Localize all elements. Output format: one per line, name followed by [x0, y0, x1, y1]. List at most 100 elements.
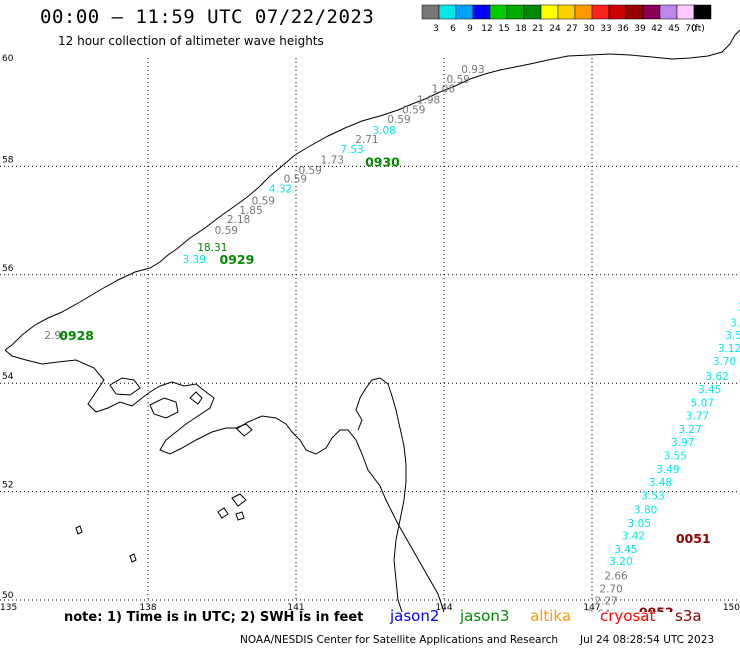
colorbar-label: 6	[450, 24, 456, 34]
legend-jason2: jason2	[390, 607, 440, 625]
map-title: 00:00 – 11:59 UTC 07/22/2023	[40, 6, 375, 28]
lat-tick-label: 58	[2, 155, 14, 165]
wave-height-value: 3.45	[698, 384, 721, 396]
wave-height-value: 0.59	[298, 165, 321, 177]
colorbar-label: 36	[617, 24, 629, 34]
pass-time-label: 0929	[220, 252, 255, 267]
lat-tick-label: 60	[2, 54, 14, 64]
legend-altika: altika	[530, 607, 572, 625]
wave-height-value: 3.39	[183, 254, 206, 266]
wave-height-value: 0.59	[252, 195, 275, 207]
legend-cryosat: cryosat	[600, 607, 656, 625]
colorbar-label: 39	[634, 24, 646, 34]
colorbar-label: 3	[433, 24, 439, 34]
island-shantar-2	[149, 397, 179, 419]
credit-line: NOAA/NESDIS Center for Satellite Applica…	[240, 634, 558, 646]
graticule	[0, 58, 740, 601]
wave-height-value: 0.93	[461, 64, 484, 76]
wave-height-value: 0.59	[215, 225, 238, 237]
coastline-mainland-north	[4, 29, 740, 351]
wave-height-value: 3.77	[686, 411, 709, 423]
wave-height-value: 2.64	[587, 608, 611, 612]
coastline-sakhalin-west	[355, 387, 367, 431]
pass-time-label: 0928	[59, 328, 94, 343]
lon-tick-label: 144	[435, 603, 452, 612]
wave-height-value: 1.98	[417, 95, 440, 107]
colorbar-swatch	[693, 4, 712, 20]
island-small-4	[235, 511, 245, 521]
wave-height-value: 7.53	[340, 144, 363, 156]
wave-height-value: 1.73	[321, 155, 344, 167]
wave-height-value: 3.12	[718, 343, 740, 355]
wave-height-value: 3.08	[372, 125, 395, 137]
island-small-6	[129, 553, 137, 563]
wave-height-value: 3.53	[641, 491, 664, 503]
legend-jason3: jason3	[460, 607, 510, 625]
wave-height-value: 3.05	[628, 518, 651, 530]
wave-height-value: 3.45	[614, 544, 637, 556]
pass-time-label: 0930	[365, 154, 400, 169]
wave-height-value: 3.55	[664, 451, 687, 463]
wave-height-value: 0.59	[402, 104, 425, 116]
wave-height-value: 3.42	[622, 530, 645, 542]
wave-height-value: 1.85	[239, 205, 262, 217]
wave-height-value: 3.57	[725, 330, 740, 342]
wave-height-value: 2.99	[44, 330, 67, 342]
coastline-mainland-west	[4, 349, 445, 612]
lat-tick-label: 52	[2, 481, 13, 491]
wave-height-value: 0.59	[446, 74, 469, 86]
coastline	[4, 29, 740, 612]
island-small-3	[217, 507, 229, 519]
wave-height-value: 1.06	[432, 84, 456, 96]
wave-height-value: 4.32	[269, 183, 292, 195]
wave-height-observations: 2.993.3918.310.592.181.850.594.320.590.5…	[44, 64, 740, 612]
colorbar-unit: (ft)	[691, 24, 705, 34]
colorbar-label: 33	[600, 24, 611, 34]
pass-time-label: 0052	[639, 604, 674, 612]
wave-height-value: 3.49	[656, 464, 679, 476]
axis-tick-labels: 135 138 141 144 147 150 50 52 54 56 58 60	[0, 54, 740, 612]
wave-height-value: 2.71	[355, 134, 378, 146]
colorbar-label: 30	[583, 24, 595, 34]
lat-tick-label: 54	[2, 372, 14, 382]
wave-height-value: 2.18	[227, 214, 250, 226]
lat-tick-label: 56	[2, 264, 14, 274]
colorbar-label: 45	[668, 24, 679, 34]
island-shantar-3	[189, 391, 203, 405]
wave-height-value: 2.70	[599, 583, 622, 595]
colorbar-label: 24	[549, 24, 561, 34]
colorbar-label: 27	[566, 24, 577, 34]
wave-height-value: 2.27	[594, 595, 617, 607]
lon-tick-label: 150	[723, 603, 740, 612]
wave-height-value: 5.07	[691, 398, 714, 410]
colorbar-label: 15	[498, 24, 509, 34]
lon-tick-label: 141	[287, 603, 304, 612]
wave-height-value: 0.59	[284, 174, 307, 186]
pass-time-label: 0051	[676, 531, 711, 546]
colorbar-label: 9	[467, 24, 473, 34]
wave-height-value: 2.66	[604, 570, 628, 582]
wave-height-value: 3.97	[671, 437, 694, 449]
lon-tick-label: 135	[0, 603, 17, 612]
island-shantar-1	[109, 377, 141, 396]
colorbar-label: 21	[532, 24, 543, 34]
map-subtitle: 12 hour collection of altimeter wave hei…	[58, 34, 324, 48]
wave-height-value: 3.20	[609, 556, 632, 568]
wave-height-value: 3.48	[649, 477, 672, 489]
colorbar-label: 12	[481, 24, 492, 34]
legend-s3a: s3a	[675, 607, 702, 625]
island-small-5	[75, 525, 83, 535]
colorbar-label: 42	[651, 24, 662, 34]
wave-height-value: 3.70	[713, 356, 736, 368]
generation-timestamp: Jul 24 08:28:54 UTC 2023	[580, 634, 715, 646]
colorbar-label: 70	[685, 24, 697, 34]
island-small-2	[231, 493, 247, 507]
coastline-sakhalin	[365, 377, 407, 612]
wave-height-value: 0.59	[387, 114, 410, 126]
island-small-1	[235, 423, 253, 437]
wave-height-value: 3.27	[678, 424, 701, 436]
wave-height-value: 18.31	[197, 242, 227, 254]
wave-height-value: 3.62	[705, 371, 728, 383]
